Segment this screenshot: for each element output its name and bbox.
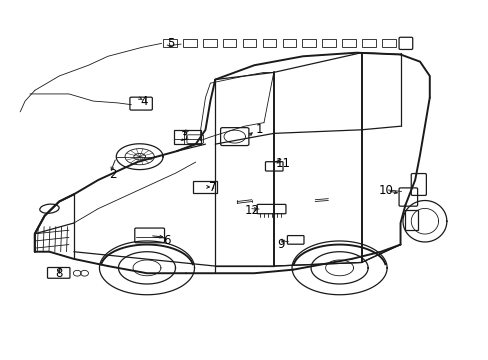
Text: 8: 8 [56, 267, 63, 280]
Bar [203, 40, 216, 47]
Text: 12: 12 [244, 204, 259, 217]
Text: 5: 5 [166, 37, 174, 50]
Bar [405, 211, 417, 230]
Text: 7: 7 [209, 181, 216, 194]
Text: 11: 11 [275, 157, 290, 170]
Bar [322, 40, 335, 47]
Text: 1: 1 [255, 123, 263, 136]
Text: 9: 9 [277, 238, 284, 251]
Bar [342, 40, 355, 47]
Text: 2: 2 [109, 168, 116, 181]
Bar [223, 40, 236, 47]
Bar [362, 40, 375, 47]
Bar [193, 181, 216, 193]
Bar [302, 40, 315, 47]
Text: 3: 3 [180, 130, 187, 144]
Bar [173, 130, 200, 144]
Bar [262, 40, 276, 47]
Text: 4: 4 [141, 95, 148, 108]
Bar [381, 40, 395, 47]
Bar [282, 40, 296, 47]
Bar [242, 40, 256, 47]
Bar [183, 40, 196, 47]
Bar [163, 40, 176, 47]
Text: 6: 6 [163, 234, 170, 247]
Text: 10: 10 [378, 184, 392, 197]
